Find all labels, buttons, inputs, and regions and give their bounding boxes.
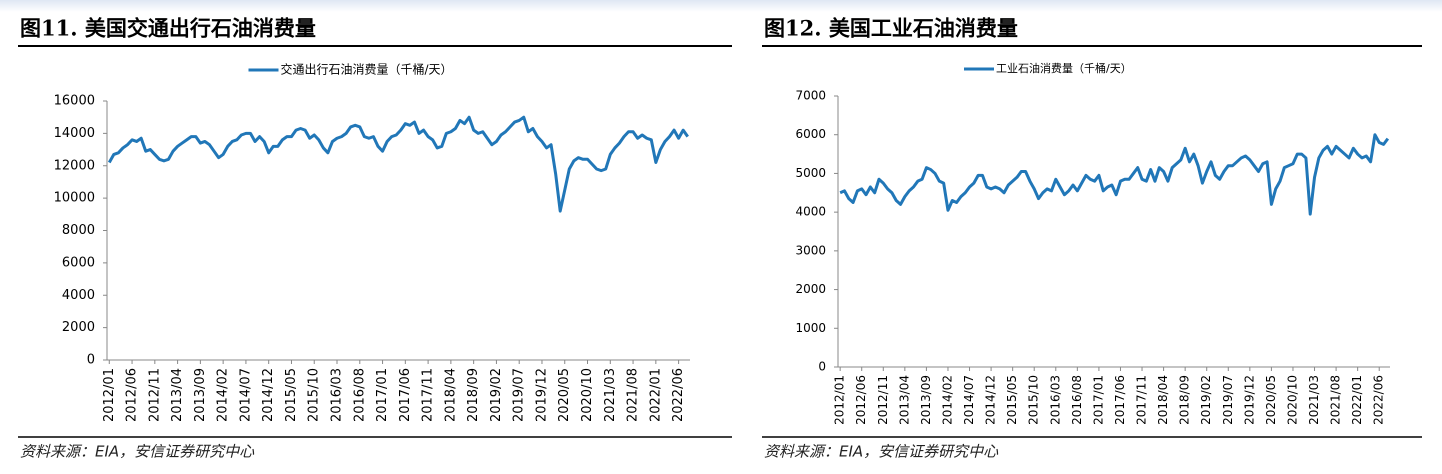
x-tick-label: 2014/07 <box>238 368 253 422</box>
x-tick-label: 2020/05 <box>557 368 572 422</box>
x-tick-label: 2022/01 <box>1350 375 1364 425</box>
x-tick-label: 2019/02 <box>1199 375 1213 425</box>
x-tick-label: 2012/06 <box>125 368 140 422</box>
x-tick-label: 2019/07 <box>512 368 527 422</box>
x-tick-label: 2022/06 <box>671 368 686 422</box>
y-tick-label: 10000 <box>54 191 95 206</box>
x-tick-label: 2014/02 <box>216 368 231 422</box>
source: 资料来源：EIA，安信证券研究中心 <box>20 443 255 461</box>
y-tick-label: 12000 <box>54 158 95 173</box>
x-tick-label: 2020/10 <box>580 368 595 422</box>
x-tick-label: 2017/06 <box>398 368 413 422</box>
y-tick-label: 1000 <box>795 321 826 335</box>
x-tick-label: 2015/05 <box>284 368 299 422</box>
y-tick-label: 5000 <box>795 166 826 180</box>
x-tick-label: 2012/11 <box>147 368 162 422</box>
x-tick-label: 2016/08 <box>352 368 367 422</box>
x-tick-label: 2015/10 <box>307 368 322 422</box>
x-tick-label: 2012/11 <box>876 375 890 425</box>
x-tick-label: 2012/06 <box>854 375 868 425</box>
x-tick-label: 2014/12 <box>261 368 276 422</box>
x-tick-label: 2016/03 <box>330 368 345 422</box>
x-tick-label: 2021/08 <box>1329 375 1343 425</box>
x-tick-label: 2022/06 <box>1372 375 1386 425</box>
x-tick-label: 2019/12 <box>1242 375 1256 425</box>
y-tick-label: 8000 <box>62 223 95 238</box>
x-tick-label: 2013/04 <box>170 368 185 422</box>
x-tick-label: 2013/09 <box>193 368 208 422</box>
x-tick-label: 2019/07 <box>1221 375 1235 425</box>
x-tick-label: 2022/01 <box>648 368 663 422</box>
source: 资料来源：EIA，安信证券研究中心 <box>764 443 999 461</box>
legend-label: 交通出行石油消费量（千桶/天） <box>281 62 453 77</box>
x-tick-label: 2019/02 <box>489 368 504 422</box>
x-tick-label: 2013/09 <box>919 375 933 425</box>
x-tick-label: 2020/10 <box>1285 375 1299 425</box>
y-tick-label: 2000 <box>62 320 95 335</box>
x-tick-label: 2017/11 <box>1135 375 1149 425</box>
x-tick-label: 2015/10 <box>1027 375 1041 425</box>
x-tick-label: 2021/03 <box>603 368 618 422</box>
y-tick-label: 3000 <box>795 243 826 257</box>
x-tick-label: 2018/04 <box>443 368 458 422</box>
top-band <box>0 0 1442 12</box>
x-tick-label: 2016/08 <box>1070 375 1084 425</box>
x-tick-label: 2012/01 <box>102 368 117 422</box>
y-tick-label: 14000 <box>54 126 95 141</box>
y-tick-label: 0 <box>818 360 826 374</box>
x-tick-label: 2018/04 <box>1156 375 1170 425</box>
y-tick-label: 0 <box>87 353 95 368</box>
y-tick-label: 4000 <box>62 288 95 303</box>
series-line <box>839 133 1390 216</box>
chart-title: 图12. 美国工业石油消费量 <box>764 16 1018 41</box>
x-tick-label: 2015/05 <box>1005 375 1019 425</box>
x-tick-label: 2016/03 <box>1048 375 1062 425</box>
x-tick-label: 2018/09 <box>1178 375 1192 425</box>
x-tick-label: 2017/01 <box>1091 375 1105 425</box>
chart-title: 图11. 美国交通出行石油消费量 <box>20 16 316 41</box>
legend-label: 工业石油消费量（千桶/天） <box>996 61 1132 75</box>
y-tick-label: 16000 <box>54 94 95 109</box>
x-tick-label: 2021/03 <box>1307 375 1321 425</box>
x-tick-label: 2021/08 <box>626 368 641 422</box>
y-tick-label: 6000 <box>795 127 826 141</box>
x-tick-label: 2020/05 <box>1264 375 1278 425</box>
series-line <box>107 115 689 213</box>
x-tick-label: 2017/01 <box>375 368 390 422</box>
y-tick-label: 6000 <box>62 255 95 270</box>
x-tick-label: 2017/11 <box>421 368 436 422</box>
x-tick-label: 2013/04 <box>897 375 911 425</box>
y-tick-label: 2000 <box>795 282 826 296</box>
x-tick-label: 2017/06 <box>1113 375 1127 425</box>
x-tick-label: 2014/07 <box>962 375 976 425</box>
y-tick-label: 7000 <box>795 89 826 103</box>
x-tick-label: 2014/12 <box>984 375 998 425</box>
x-tick-label: 2014/02 <box>940 375 954 425</box>
x-tick-label: 2018/09 <box>466 368 481 422</box>
x-tick-label: 2019/12 <box>534 368 549 422</box>
y-tick-label: 4000 <box>795 205 826 219</box>
x-tick-label: 2012/01 <box>833 375 847 425</box>
